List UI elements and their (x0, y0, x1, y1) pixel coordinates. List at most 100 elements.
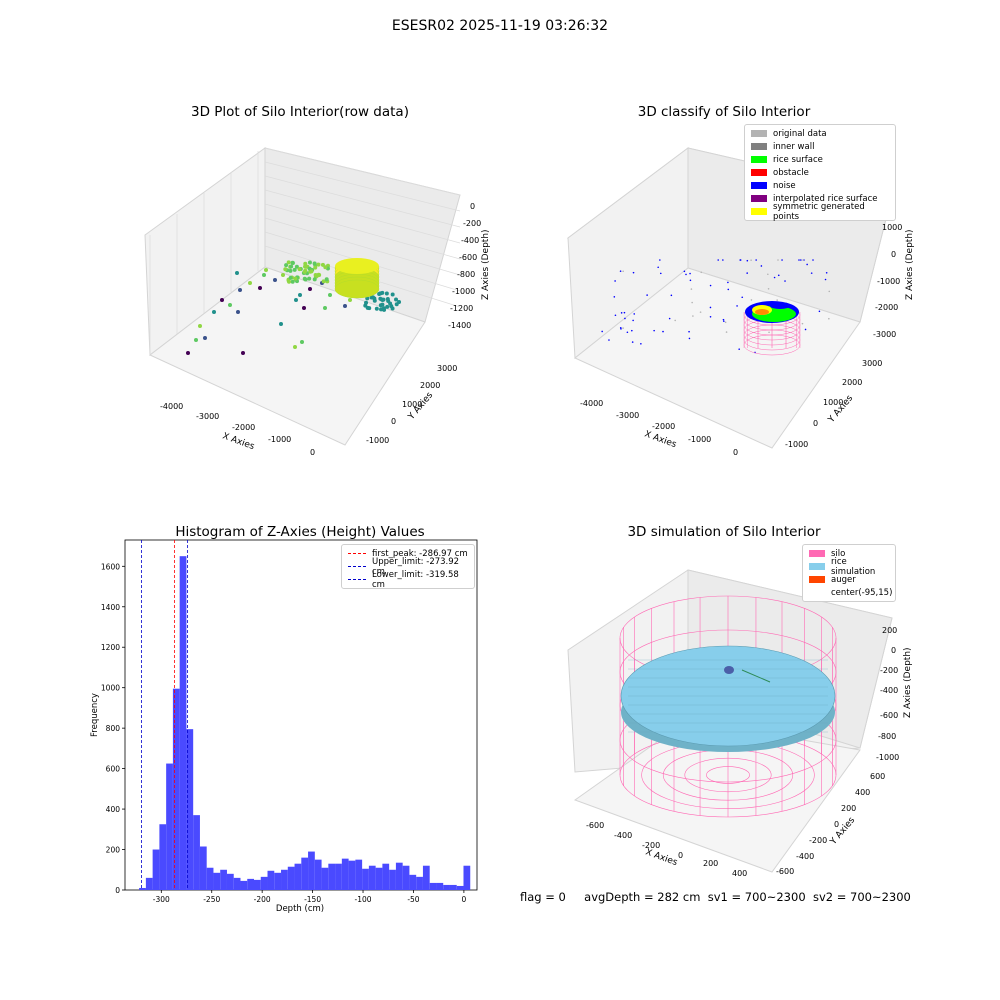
data-point (248, 281, 252, 285)
grid-line (264, 189, 461, 244)
data-point (241, 351, 245, 355)
data-point (818, 310, 821, 313)
p4-xtick: -200 (642, 841, 660, 850)
data-point (298, 293, 302, 297)
histogram-bar (355, 859, 363, 890)
histogram-bar (253, 879, 261, 890)
p1-ztick: -200 (463, 219, 481, 228)
data-point (685, 273, 687, 276)
p1-xtick: -3000 (196, 412, 219, 421)
p4-ztick: 0 (891, 646, 896, 655)
swatch-icon (751, 156, 767, 163)
y-tick-label: 1000 (101, 684, 120, 693)
data-point (343, 304, 347, 308)
histogram-bar (402, 865, 410, 890)
p4-ztick: -200 (880, 666, 898, 675)
data-point (632, 271, 635, 274)
p1-ztick: -1200 (450, 304, 473, 313)
histogram-bar (172, 688, 180, 890)
data-point (614, 280, 616, 282)
data-point (619, 270, 622, 272)
p4-xtick: 0 (678, 851, 683, 860)
p1-ztick: -1000 (452, 287, 475, 296)
data-point (290, 279, 295, 284)
swatch-icon (751, 195, 767, 202)
data-point (614, 314, 617, 317)
data-point (670, 294, 673, 297)
swatch-icon (751, 130, 767, 137)
histogram-bar (308, 851, 315, 890)
data-point (198, 324, 202, 328)
p4-ytick: 400 (855, 788, 870, 797)
histogram-bar (436, 882, 444, 890)
data-point (307, 260, 312, 265)
p2-ztick: -3000 (873, 330, 896, 339)
data-point (657, 266, 659, 269)
data-point (746, 272, 748, 274)
p2-ytick: 2000 (842, 378, 862, 387)
histogram-bar (382, 863, 390, 890)
histogram-bar (240, 880, 248, 890)
swatch-icon (751, 143, 767, 150)
p1-xtick: -4000 (160, 402, 183, 411)
data-point (683, 270, 686, 273)
histogram-bar (389, 869, 396, 890)
histogram-bar (294, 863, 302, 890)
data-point (384, 291, 389, 296)
hist-xlabel: Depth (cm) (276, 904, 324, 914)
obstacle-points (755, 309, 769, 315)
p1-ztick: -600 (459, 253, 477, 262)
legend-label: interpolated rice surface (773, 193, 878, 204)
panel4-3d-plot[interactable]: -600 -400 -200 0 200 400 -600 -400 -200 … (500, 500, 1000, 900)
data-point (334, 279, 380, 299)
data-point (646, 294, 648, 296)
grid-line (264, 203, 461, 260)
data-point (631, 341, 634, 343)
legend-item: auger (803, 573, 895, 586)
data-point (286, 260, 291, 265)
panel1-3d-plot[interactable]: -4000 -3000 -2000 -1000 0 -1000 0 1000 2… (0, 0, 500, 500)
y-tick-label: 200 (106, 846, 121, 855)
data-point (739, 259, 742, 261)
grid-line (264, 147, 461, 196)
grid-line (264, 175, 461, 228)
histogram-plot[interactable]: -300 -250 -200 -150 -100 -50 0 0 200 400 600 800 10… (0, 500, 500, 920)
p2-zlabel: Z Axies (Depth) (905, 229, 915, 300)
histogram-bar (159, 824, 167, 890)
legend-label: Upper_limit: -273.92 cm (372, 556, 460, 577)
data-point (619, 326, 622, 329)
y-tick-label: 1600 (101, 562, 120, 571)
data-point (659, 272, 662, 275)
data-point (722, 318, 725, 321)
panel2-3d-plot[interactable]: -4000 -3000 -2000 -1000 0 -1000 0 1000 2… (500, 0, 1000, 500)
p4-xtick: 400 (732, 869, 747, 878)
data-point (186, 351, 190, 355)
x-tick-label: -100 (355, 895, 372, 904)
data-point (768, 331, 770, 334)
data-point (760, 265, 763, 267)
data-point (736, 305, 738, 307)
data-point (236, 310, 240, 314)
data-point (750, 299, 753, 301)
data-point (767, 287, 770, 290)
p2-ytick: -1000 (785, 440, 808, 449)
data-point (653, 329, 655, 332)
grid-line (264, 161, 461, 212)
histogram-bar (314, 859, 322, 890)
histogram-bar (422, 865, 430, 890)
legend-item: Lower_limit: -319.58 cm (342, 570, 474, 590)
data-point (700, 271, 703, 274)
p4-ytick: 0 (834, 820, 839, 829)
data-point (806, 263, 808, 266)
histogram-bar (429, 882, 437, 890)
data-point (632, 319, 634, 322)
legend-item: rice simulation (803, 557, 895, 577)
histogram-bar (321, 867, 329, 890)
data-point (601, 330, 603, 333)
p4-xtick: -400 (614, 831, 632, 840)
data-point (283, 267, 288, 272)
histogram-bar (456, 885, 464, 890)
data-point (717, 259, 719, 261)
x-tick-label: 0 (461, 895, 466, 904)
p4-xlabel: X Axies (644, 847, 679, 868)
